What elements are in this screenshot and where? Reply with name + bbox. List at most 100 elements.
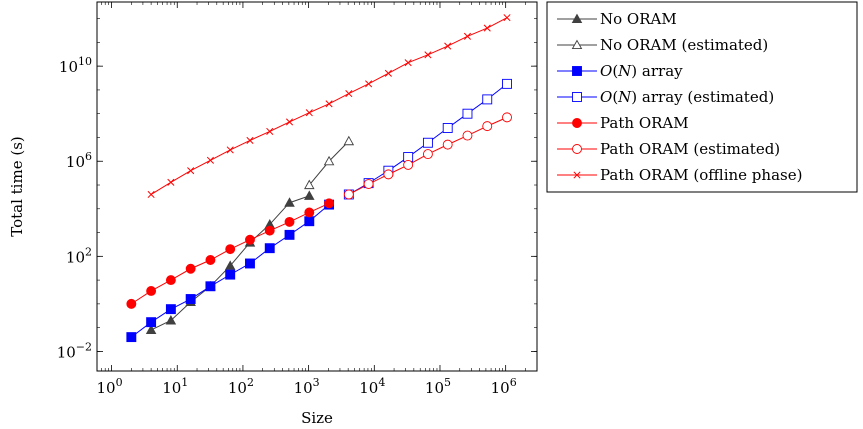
legend-label: Path ORAM [600, 114, 689, 132]
data-point [383, 169, 394, 180]
y-tick-base: 10 [59, 58, 78, 76]
series-no-oram-estimated [304, 135, 355, 190]
data-point [146, 285, 157, 296]
data-point [444, 42, 452, 50]
data-point [442, 123, 453, 133]
data-point [145, 324, 157, 334]
legend-label-part: O [600, 88, 612, 106]
data-point [225, 269, 236, 280]
x-tick-label: 105 [425, 376, 451, 397]
data-point [285, 118, 294, 126]
cross-stroke [483, 24, 491, 32]
legend-label-part: O [600, 62, 612, 80]
legend-item: No ORAM [557, 10, 677, 28]
cross-stroke [463, 32, 472, 40]
y-tick-exponent: −2 [76, 340, 92, 353]
data-point [304, 190, 315, 200]
legend-label: Path ORAM (estimated) [600, 140, 780, 158]
x-tick-base: 10 [294, 379, 313, 397]
legend-marker [573, 171, 581, 179]
data-point [226, 146, 234, 154]
data-point [325, 100, 333, 108]
y-tick-base: 10 [66, 153, 85, 171]
data-point [304, 216, 315, 227]
x-tick-exponent: 1 [181, 376, 188, 389]
cross-stroke [147, 190, 155, 199]
legend-label: O(N) array (estimated) [600, 88, 774, 106]
data-point [224, 260, 236, 270]
cross-stroke [266, 127, 274, 135]
data-point [246, 136, 254, 144]
data-point [147, 190, 155, 199]
legend-label-part: ) [631, 62, 637, 80]
data-point [225, 244, 236, 255]
cross-stroke [424, 51, 432, 59]
legend-item: Path ORAM [557, 114, 689, 132]
data-point [205, 281, 216, 292]
legend-label: No ORAM (estimated) [600, 36, 768, 54]
legend-item: O(N) array (estimated) [557, 88, 774, 106]
x-tick-label: 106 [491, 376, 517, 397]
data-point [463, 32, 472, 40]
x-tick-label: 100 [97, 376, 123, 397]
y-tick-base: 10 [57, 343, 76, 361]
y-tick-label: 10−2 [57, 340, 92, 361]
data-point [266, 127, 274, 135]
data-point [482, 121, 493, 132]
legend-marker [571, 13, 583, 24]
data-point [264, 225, 275, 236]
x-tick-exponent: 5 [444, 376, 451, 389]
y-tick-label: 1010 [59, 55, 92, 76]
cross-stroke [365, 80, 373, 88]
data-point [422, 137, 433, 148]
data-point [284, 197, 295, 207]
series-o-n-array [126, 199, 335, 343]
legend-label: No ORAM [600, 10, 677, 28]
y-tick-base: 10 [66, 248, 85, 266]
y-tick-exponent: 6 [85, 150, 92, 163]
legend-box [546, 1, 858, 193]
y-tick-label: 106 [66, 150, 92, 171]
data-point [284, 216, 295, 227]
plot-frame [96, 1, 538, 372]
series-line [150, 17, 508, 195]
data-point [482, 94, 493, 105]
data-point [284, 229, 295, 240]
series-path-oram-offline-phase [147, 14, 511, 199]
data-point [205, 255, 216, 265]
cross-stroke [503, 14, 511, 22]
x-tick-label: 103 [294, 376, 320, 397]
x-tick-label: 104 [359, 376, 385, 397]
data-point [245, 258, 255, 269]
cross-stroke [167, 178, 175, 186]
data-point [345, 90, 353, 98]
x-tick-exponent: 6 [510, 376, 517, 389]
cross-stroke [404, 59, 412, 67]
legend-item: O(N) array [557, 62, 683, 80]
data-point [363, 179, 374, 189]
data-point [343, 135, 355, 146]
legend-label-part: N [617, 62, 632, 80]
data-point [167, 178, 175, 186]
data-point [187, 167, 195, 175]
x-tick-base: 10 [228, 379, 247, 397]
legend-label-part: N [617, 88, 632, 106]
data-point [264, 243, 275, 254]
data-point [323, 155, 335, 166]
data-point [422, 149, 433, 160]
cross-stroke [325, 100, 333, 108]
x-tick-exponent: 3 [313, 376, 320, 389]
x-tick-base: 10 [425, 379, 444, 397]
data-point [442, 139, 453, 150]
x-tick-label: 102 [228, 376, 254, 397]
data-point [365, 80, 373, 88]
legend-item: No ORAM (estimated) [557, 36, 768, 54]
cross-stroke [226, 146, 234, 154]
data-point [304, 179, 315, 190]
cross-stroke [573, 171, 581, 179]
y-tick-label: 102 [66, 245, 92, 266]
y-tick-exponent: 10 [78, 55, 92, 68]
x-tick-label: 101 [162, 376, 188, 397]
data-point [185, 294, 196, 304]
legend-label: O(N) array [600, 62, 683, 80]
